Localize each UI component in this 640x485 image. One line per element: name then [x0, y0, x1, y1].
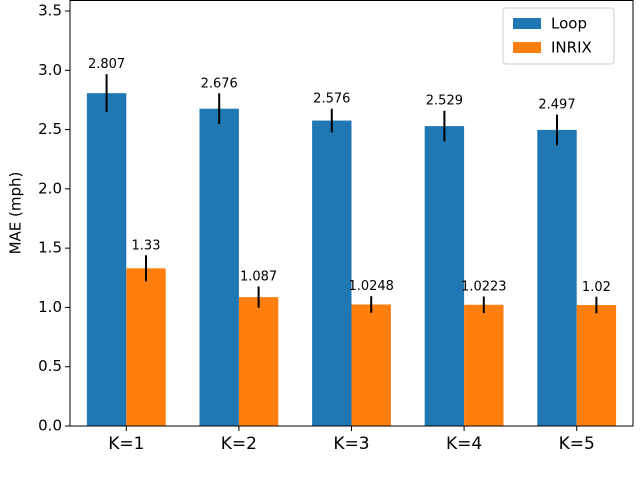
y-tick-label: 3.5 — [38, 2, 62, 20]
x-tick-label: K=3 — [333, 434, 369, 454]
bar — [126, 268, 166, 426]
x-tick-label: K=2 — [221, 434, 257, 454]
value-label: 2.807 — [88, 57, 125, 72]
legend-label: INRIX — [551, 39, 592, 57]
value-label: 1.33 — [132, 238, 161, 253]
bar — [86, 93, 127, 427]
value-label: 1.0248 — [348, 279, 394, 294]
value-label: 1.087 — [240, 269, 277, 284]
value-label: 2.676 — [201, 76, 238, 91]
y-tick-label: 0.0 — [38, 417, 62, 435]
y-tick-label: 2.0 — [38, 179, 62, 197]
value-label: 2.529 — [426, 94, 463, 109]
x-tick-label: K=5 — [559, 434, 595, 454]
bar — [238, 297, 279, 426]
y-tick-label: 1.5 — [38, 239, 62, 257]
bar — [464, 304, 504, 426]
value-label: 2.497 — [538, 98, 575, 113]
x-tick-label: K=1 — [108, 434, 144, 454]
bar — [351, 304, 391, 426]
bar — [312, 120, 352, 426]
y-axis-label: MAE (mph) — [7, 172, 25, 255]
value-label: 2.576 — [313, 92, 350, 107]
legend-swatch — [513, 42, 541, 53]
bar — [537, 129, 577, 427]
bar — [199, 108, 239, 427]
y-tick-label: 0.5 — [38, 357, 62, 375]
value-label: 1.02 — [582, 280, 611, 295]
plot-frame — [69, 0, 634, 427]
legend-swatch — [513, 18, 541, 29]
y-tick-label: 3.0 — [38, 61, 62, 79]
legend-label: Loop — [551, 15, 587, 33]
value-label: 1.0223 — [461, 279, 507, 294]
bar — [576, 305, 617, 426]
x-tick-label: K=4 — [446, 434, 482, 454]
y-tick-label: 1.0 — [38, 298, 62, 316]
y-tick-label: 2.5 — [38, 120, 62, 138]
bar — [424, 126, 465, 426]
